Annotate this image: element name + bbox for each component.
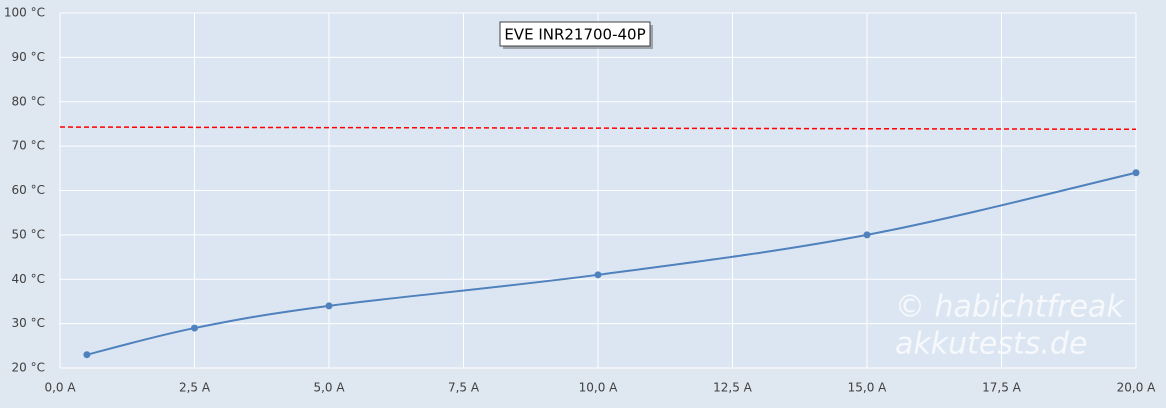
data-point	[83, 351, 91, 359]
x-tick-label: 17,5 A	[982, 381, 1022, 395]
x-tick-label: 0,0 A	[44, 381, 76, 395]
y-tick-label: 30 °C	[12, 316, 45, 330]
y-tick-label: 90 °C	[12, 50, 45, 64]
y-tick-label: 70 °C	[12, 139, 45, 153]
y-tick-label: 50 °C	[12, 227, 45, 241]
x-tick-label: 20,0 A	[1117, 381, 1157, 395]
title-box	[499, 21, 651, 47]
data-point	[594, 271, 602, 279]
data-point	[325, 302, 333, 310]
watermark-line: akkutests.de	[895, 327, 1087, 362]
y-tick-label: 60 °C	[12, 183, 45, 197]
chart-title: EVE INR21700-40P	[504, 26, 645, 44]
series-line	[59, 126, 1137, 131]
x-tick-label: 2,5 A	[179, 381, 211, 395]
data-point	[1132, 169, 1140, 177]
x-tick-label: 7,5 A	[448, 381, 480, 395]
y-tick-label: 40 °C	[12, 272, 45, 286]
y-tick-label: 80 °C	[12, 94, 45, 108]
data-point	[863, 231, 871, 239]
watermark-line: © habichtfreak	[895, 290, 1125, 325]
series	[59, 126, 1140, 359]
y-tick-label: 20 °C	[12, 361, 45, 375]
grid	[59, 12, 1137, 369]
x-tick-label: 15,0 A	[848, 381, 888, 395]
x-tick-label: 10,0 A	[579, 381, 619, 395]
data-point	[191, 324, 198, 332]
x-tick-label: 12,5 A	[713, 381, 753, 395]
x-tick-label: 5,0 A	[313, 381, 345, 395]
y-tick-label: 100 °C	[4, 6, 45, 20]
